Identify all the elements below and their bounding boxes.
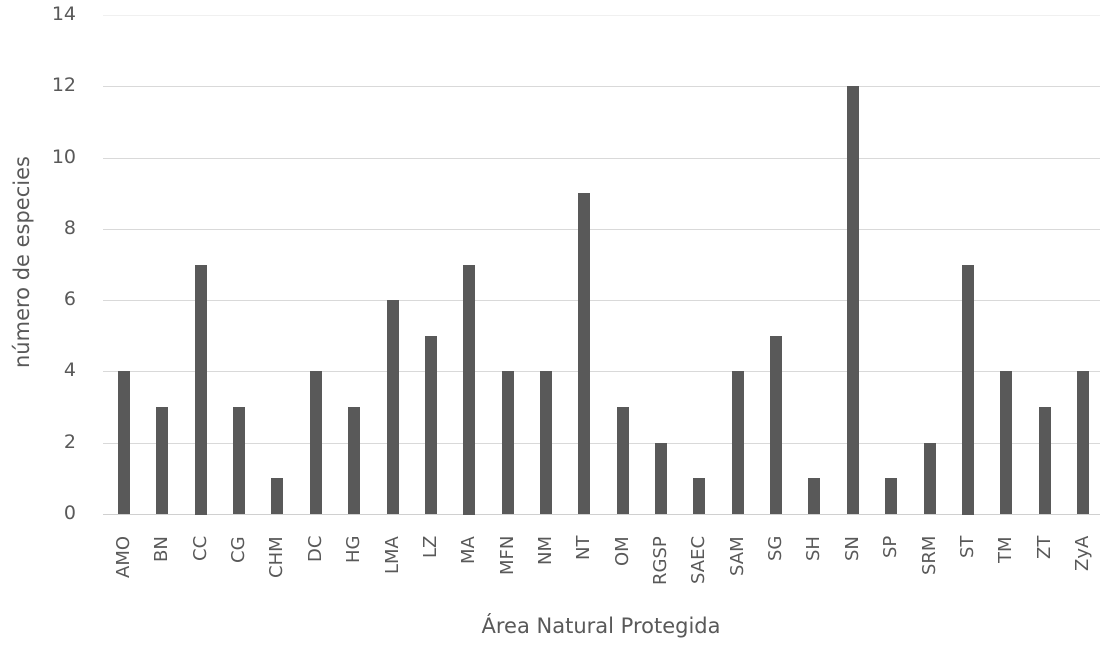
gridline: [103, 15, 1100, 16]
gridline: [103, 86, 1100, 87]
x-tick-label: SG: [765, 535, 786, 561]
x-tick-label: OM: [612, 536, 633, 566]
bar-zt: [1039, 407, 1051, 514]
x-tick-label: MA: [458, 536, 479, 564]
bar-dc: [310, 371, 322, 514]
bar-nm: [540, 371, 552, 514]
x-tick-label: MFN: [497, 535, 518, 575]
bar-st: [962, 265, 974, 515]
bar-mfn: [502, 371, 514, 514]
x-tick-label: TM: [995, 536, 1016, 563]
y-tick-label: 14: [51, 3, 76, 25]
y-tick-label: 4: [63, 359, 76, 382]
bar-srm: [924, 443, 936, 514]
x-tick-label: ST: [957, 535, 978, 558]
gridline: [103, 300, 1100, 301]
y-tick-label: 2: [63, 430, 76, 453]
y-axis-title: número de especies: [10, 156, 34, 368]
bar-nt: [578, 193, 590, 514]
bar-sn: [847, 86, 859, 514]
x-tick-label: SP: [880, 535, 901, 558]
bar-sg: [770, 336, 782, 514]
bar-cc: [195, 265, 207, 515]
bar-zya: [1077, 371, 1089, 514]
bar-lma: [387, 300, 399, 514]
x-tick-label: BN: [151, 536, 172, 562]
bar-om: [617, 407, 629, 514]
bar-tm: [1000, 371, 1012, 514]
x-tick-label: AMO: [113, 535, 134, 578]
gridline: [103, 443, 1100, 444]
x-tick-label: LZ: [420, 535, 441, 558]
y-tick-label: 10: [51, 145, 76, 168]
x-tick-label: RGSP: [650, 536, 671, 585]
bar-lz: [425, 336, 437, 514]
bar-ma: [463, 265, 475, 515]
gridline: [103, 371, 1100, 372]
x-tick-label: CHM: [266, 536, 287, 578]
x-axis-line: [103, 514, 1100, 515]
bar-saec: [693, 478, 705, 514]
x-tick-label: NM: [535, 536, 556, 565]
gridline: [103, 158, 1100, 159]
bar-sp: [885, 478, 897, 514]
y-tick-label: 8: [63, 216, 76, 239]
x-tick-label: SRM: [919, 535, 940, 575]
bar-hg: [348, 407, 360, 514]
gridline: [103, 229, 1100, 230]
x-tick-label: LMA: [382, 536, 403, 574]
bar-rgsp: [655, 443, 667, 514]
x-tick-label: CC: [190, 535, 211, 561]
x-tick-label: CG: [228, 536, 249, 563]
bar-chm: [271, 478, 283, 514]
bar-sh: [808, 478, 820, 514]
x-tick-label: SAEC: [688, 535, 709, 584]
y-tick-label: 6: [63, 288, 76, 311]
y-tick-label: 12: [51, 74, 76, 97]
bar-cg: [233, 407, 245, 514]
bar-bn: [156, 407, 168, 514]
x-tick-label: SAM: [727, 536, 748, 576]
x-tick-label: SH: [803, 536, 824, 561]
x-axis-title: Área Natural Protegida: [481, 614, 721, 638]
y-tick-label: 0: [63, 502, 76, 524]
bar-sam: [732, 371, 744, 514]
x-tick-label: SN: [842, 536, 863, 561]
x-tick-label: DC: [305, 535, 326, 562]
bar-amo: [118, 371, 130, 514]
x-tick-label: ZyA: [1072, 535, 1093, 571]
x-tick-label: NT: [573, 535, 594, 560]
x-tick-label: ZT: [1034, 535, 1055, 559]
x-tick-label: HG: [343, 535, 364, 563]
